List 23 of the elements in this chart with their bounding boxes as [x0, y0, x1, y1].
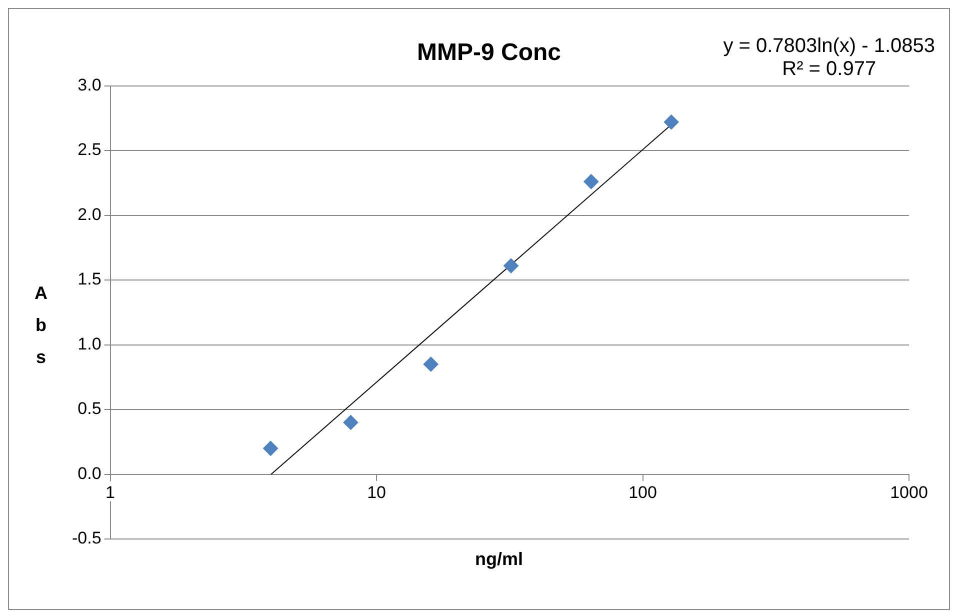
x-tick-label: 1000 — [890, 483, 928, 502]
x-tick-label: 1 — [106, 483, 116, 502]
point — [423, 356, 438, 372]
point — [263, 440, 278, 456]
y-tick-label: 1.0 — [78, 334, 102, 354]
x-tick-label: 100 — [628, 483, 657, 502]
chart-title: MMP-9 Conc — [417, 39, 561, 66]
point — [504, 258, 519, 274]
y-tick-label: -0.5 — [72, 528, 102, 548]
x-tick-label: 10 — [367, 483, 386, 502]
point — [343, 414, 358, 430]
text: y = 0.7803ln(x) - 1.0853 — [723, 35, 935, 58]
y-tick-label: 2.5 — [78, 140, 102, 160]
text: R² = 0.977 — [781, 58, 878, 81]
y-tick-label: 0.0 — [78, 464, 102, 483]
point — [584, 174, 599, 190]
y-axis-title: Abs — [34, 282, 48, 369]
y-tick-label: 3.0 — [78, 75, 102, 94]
x-axis-title: ng/ml — [474, 549, 524, 570]
y-tick-label: 1.5 — [78, 270, 102, 289]
y-tick-label: 2.0 — [78, 204, 102, 224]
point — [664, 114, 679, 130]
y-tick-label: 0.5 — [78, 399, 102, 418]
